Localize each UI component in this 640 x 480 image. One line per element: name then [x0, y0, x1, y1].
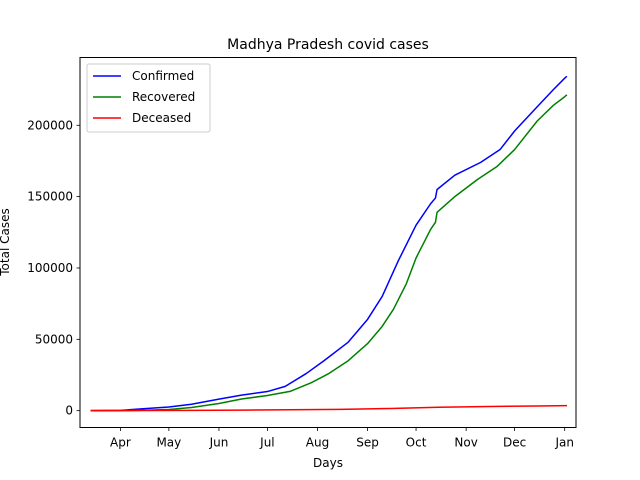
- series-line-confirmed: [90, 75, 568, 412]
- x-tick-label: Jul: [259, 436, 274, 450]
- y-tick-label: 150000: [27, 190, 73, 204]
- plot-frame: [79, 57, 577, 428]
- x-tick-label: Jun: [209, 436, 229, 450]
- x-axis-label: Days: [313, 456, 343, 470]
- x-tick-label: Nov: [454, 436, 477, 450]
- x-tick-label: Apr: [110, 436, 131, 450]
- series-line-deceased: [90, 404, 568, 412]
- legend-items: Confirmed Recovered Deceased: [93, 69, 195, 125]
- x-axis-ticks: Apr May Jun Jul Aug Sep Oct Nov Dec Jan: [110, 427, 574, 450]
- y-tick-label: 100000: [27, 261, 73, 275]
- x-tick-label: Aug: [306, 436, 329, 450]
- legend-label-confirmed: Confirmed: [132, 69, 194, 83]
- chart-title: Madhya Pradesh covid cases: [227, 37, 429, 53]
- x-tick-label: Dec: [503, 436, 526, 450]
- x-tick-label: May: [156, 436, 181, 450]
- y-axis-label: Total Cases: [0, 208, 12, 276]
- series-layer: [90, 75, 568, 412]
- legend-label-deceased: Deceased: [132, 111, 191, 125]
- x-tick-label: Sep: [356, 436, 379, 450]
- y-tick-label: 200000: [27, 118, 73, 132]
- legend: Confirmed Recovered Deceased: [86, 63, 211, 133]
- legend-label-recovered: Recovered: [132, 90, 195, 104]
- y-tick-label: 0: [65, 404, 73, 418]
- legend-box: [86, 63, 211, 133]
- x-tick-label: Jan: [554, 436, 574, 450]
- y-tick-label: 50000: [35, 332, 73, 346]
- series-line-recovered: [90, 94, 568, 412]
- y-axis-ticks: 0 50000 100000 150000 200000: [27, 118, 80, 418]
- x-tick-label: Oct: [406, 436, 427, 450]
